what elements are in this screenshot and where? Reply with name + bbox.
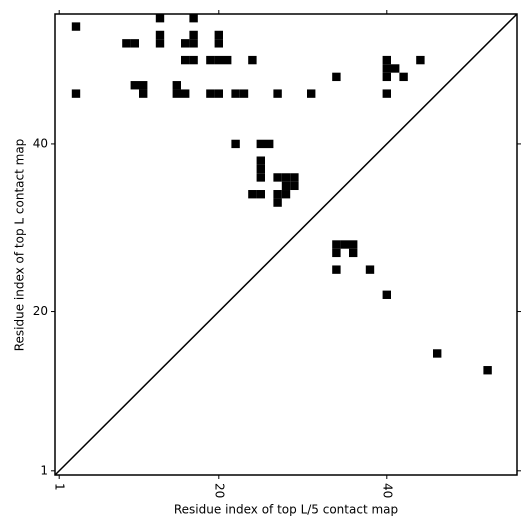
contact-cell — [382, 64, 391, 73]
contact-cell — [172, 81, 181, 90]
contact-cell — [483, 366, 492, 375]
contact-cell — [391, 64, 400, 73]
contact-cell — [382, 72, 391, 82]
contact-cell — [189, 30, 198, 40]
contact-cell — [248, 190, 257, 199]
contact-cell — [273, 173, 282, 182]
contact-cell — [71, 22, 81, 31]
contact-cell — [71, 89, 81, 98]
contact-cell — [256, 139, 265, 149]
contact-cell — [340, 240, 349, 249]
contact-cell — [214, 55, 223, 65]
contact-cell — [189, 14, 198, 23]
contact-cell — [281, 173, 291, 182]
diagonal-line — [54, 13, 518, 476]
x-tick-label: 20 — [212, 483, 226, 498]
contact-cell — [382, 89, 391, 98]
contact-cell — [130, 81, 139, 90]
contact-cell — [189, 55, 198, 65]
contact-cell — [273, 198, 282, 207]
contact-cell — [214, 39, 223, 48]
contact-cell — [181, 39, 190, 48]
contact-cell — [139, 89, 148, 98]
contact-cell — [399, 72, 408, 82]
contact-cell — [214, 30, 223, 40]
y-tick-label: 40 — [33, 136, 48, 150]
contact-cell — [181, 55, 190, 65]
contact-cell — [332, 240, 341, 249]
contact-cell — [206, 55, 215, 65]
contact-cell — [256, 173, 265, 182]
contact-cell — [307, 89, 316, 98]
contact-cell — [273, 190, 282, 199]
contact-cell — [214, 89, 223, 98]
contact-cell — [365, 265, 375, 274]
contact-cell — [231, 89, 240, 98]
x-tick-label: 40 — [380, 483, 394, 498]
contact-cell — [181, 89, 190, 98]
contact-cell — [382, 290, 391, 299]
contact-cell — [281, 190, 291, 199]
contact-cell — [122, 39, 131, 48]
contact-cell — [130, 39, 139, 48]
plot-frame — [54, 13, 518, 476]
contact-cell — [332, 265, 341, 274]
contact-cell — [332, 72, 341, 82]
contact-cell — [155, 30, 165, 40]
x-tick-label: 1 — [53, 483, 67, 491]
contact-cell — [139, 81, 148, 90]
contact-cell — [256, 164, 265, 174]
contact-cell — [349, 240, 358, 249]
contact-cell — [382, 55, 391, 65]
y-tick-label: 1 — [40, 463, 48, 477]
contact-cell — [349, 248, 358, 258]
contact-cell — [332, 248, 341, 258]
contact-cell — [416, 55, 425, 65]
contact-cell — [273, 89, 282, 98]
contact-cell — [281, 181, 291, 191]
contact-cell — [290, 181, 299, 191]
contact-cell — [155, 39, 165, 48]
contact-cell — [223, 55, 232, 65]
contact-cell — [256, 156, 265, 165]
contact-cell — [206, 89, 215, 98]
contact-cell — [189, 39, 198, 48]
contact-cell — [256, 190, 265, 199]
contact-cell — [239, 89, 249, 98]
contact-cell — [231, 139, 240, 149]
contact-cell — [290, 173, 299, 182]
contact-cell — [172, 89, 181, 98]
contact-cell — [155, 14, 165, 23]
contact-cell — [248, 55, 257, 65]
y-axis-label: Residue index of top L contact map — [13, 139, 27, 352]
contact-cell — [433, 349, 442, 358]
y-tick-label: 20 — [33, 304, 48, 318]
contact-cell — [265, 139, 274, 149]
x-axis-label: Residue index of top L/5 contact map — [174, 503, 398, 517]
